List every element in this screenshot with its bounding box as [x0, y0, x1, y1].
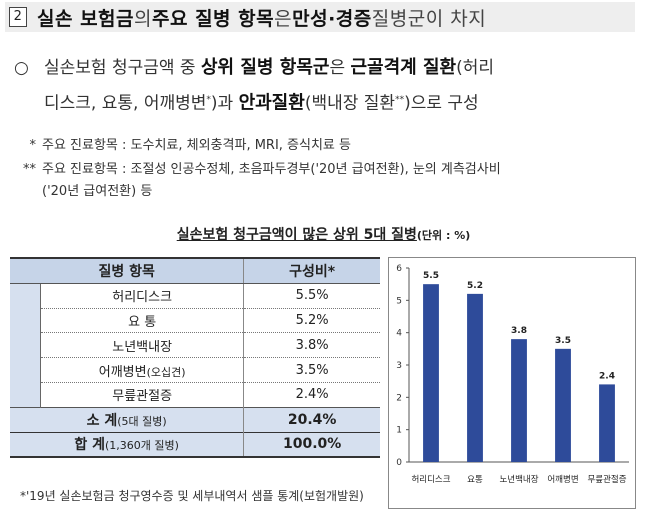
table-header-item: 질병 항목 [10, 256, 244, 284]
table-row: 노년백내장 3.8% [10, 332, 380, 359]
row-note: (오십견) [146, 365, 186, 379]
subtotal-label: 소 계 [86, 412, 118, 429]
chart-title-unit: (단위 : %) [416, 229, 471, 242]
row-name: 어깨병변 [98, 364, 147, 380]
table-subtotal-row: 소 계(5대 질병) 20.4% [10, 406, 380, 433]
para-text-5: (허리 [456, 58, 495, 78]
chart-title-main: 실손보험 청구금액이 많은 상위 5대 질병 [176, 227, 417, 243]
bar [423, 284, 439, 462]
section-heading: 2 실손 보험금 의 주요 질병 항목 은 만성·경증 질병군이 차지 [5, 2, 635, 32]
y-tick-label: 4 [396, 329, 402, 339]
y-tick-label: 2 [396, 393, 402, 403]
table-cell-value: 3.8% [243, 332, 380, 359]
category-label: 허리디스크 [411, 475, 450, 485]
table-cell-name: 요 통 [39, 308, 244, 334]
para-text-3: 은 [329, 58, 351, 78]
para-sup-2: ** [395, 95, 405, 105]
footnote-text: 주요 진료항목 : 조절성 인공수정체, 초음파두경부('20년 급여전환), … [42, 162, 501, 177]
table-header-row: 질병 항목 구성비* [10, 256, 380, 284]
para-text-1: 실손보험 청구금액 중 [44, 58, 201, 78]
heading-part-2: 의 [134, 7, 152, 30]
subtotal-label-cell: 소 계(5대 질병) [10, 406, 244, 433]
para-text-6: 디스크, 요통, 어깨병변 [44, 93, 207, 114]
y-tick-label: 1 [396, 426, 402, 436]
source-note: *'19년 실손보험금 청구영수증 및 세부내역서 샘플 통계(보험개발원) [20, 489, 364, 503]
table-cell-name: 허리디스크 [39, 283, 244, 309]
row-name: 요 통 [128, 314, 157, 330]
row-name: 무릎관절증 [112, 389, 173, 405]
total-note: (1,360개 질병) [105, 439, 179, 453]
table-cell-value: 5.5% [243, 283, 380, 309]
para-emph-musculo: 근골격계 질환 [350, 57, 457, 78]
table-cell-value: 2.4% [243, 382, 380, 408]
para-emph-eye: 안과질환 [238, 92, 305, 114]
para-sup-1: * [206, 95, 211, 105]
table-cell-name: 노년백내장 [39, 332, 244, 359]
section-number: 2 [9, 7, 27, 27]
table-header-share: 구성비* [243, 256, 380, 284]
category-label: 요통 [467, 475, 483, 485]
bar [511, 339, 527, 462]
table-total-row: 합 계(1,360개 질병) 100.0% [10, 431, 380, 459]
bar [467, 293, 483, 462]
subtotal-note: (5대 질병) [117, 414, 167, 428]
bar [555, 348, 571, 462]
table-row: 어깨병변(오십견) 3.5% [10, 357, 380, 383]
bar-chart-panel: 0 1 2 3 4 5 6 5.5 허리디스크 5.2 요통 3.8 노년백내장 3.5 어깨병변 2.4 무릎… [388, 257, 636, 509]
heading-part-4: 은 [274, 7, 293, 30]
row-name: 노년백내장 [112, 339, 173, 355]
disease-table: 질병 항목 구성비* 허리디스크 5.5% 요 통 5.2% 노년백내장 3.8… [10, 256, 380, 459]
data-label: 5.2 [467, 281, 483, 291]
table-indent-cell [10, 283, 41, 408]
para-text-7: )과 [210, 93, 239, 114]
footnote-text: ('20년 급여전환) 등 [42, 184, 153, 199]
y-tick-label: 0 [396, 458, 402, 468]
summary-paragraph: ○ 실손보험 청구금액 중 상위 질병 항목군은 근골격계 질환(허리 디스크, … [14, 52, 639, 120]
total-label-cell: 합 계(1,360개 질병) [10, 431, 244, 459]
row-name: 허리디스크 [112, 290, 173, 306]
table-cell-value: 3.5% [243, 357, 380, 383]
footnote-text: 주요 진료항목 : 도수치료, 체외충격파, MRI, 증식치료 등 [42, 138, 351, 153]
y-tick-label: 3 [396, 361, 402, 371]
data-label: 5.5 [423, 271, 439, 281]
data-label: 2.4 [599, 371, 615, 381]
table-cell-name: 무릎관절증 [39, 382, 244, 408]
table-row: 무릎관절증 2.4% [10, 382, 380, 408]
total-value: 100.0% [243, 431, 380, 459]
table-row: 요 통 5.2% [10, 308, 380, 334]
y-tick-label: 6 [396, 264, 402, 274]
total-label: 합 계 [74, 437, 105, 454]
footnote-2-cont: ('20년 급여전환) 등 [14, 180, 152, 199]
y-tick-label: 5 [396, 296, 402, 306]
table-cell-name: 어깨병변(오십견) [39, 357, 244, 383]
circle-bullet: ○ [14, 58, 29, 78]
footnote-1: * 주요 진료항목 : 도수치료, 체외충격파, MRI, 증식치료 등 [14, 134, 352, 153]
para-text-10: )으로 구성 [404, 93, 479, 114]
heading-part-6: 질병군이 차지 [371, 7, 487, 30]
footnote-2: ** 주요 진료항목 : 조절성 인공수정체, 초음파두경부('20년 급여전환)… [14, 158, 501, 177]
footnote-marker: ** [23, 162, 36, 177]
category-label: 어깨병변 [547, 474, 578, 485]
category-label: 노년백내장 [499, 474, 538, 485]
category-label: 무릎관절증 [587, 474, 626, 485]
data-label: 3.5 [555, 336, 571, 346]
heading-part-1: 실손 보험금 [37, 7, 135, 30]
table-row: 허리디스크 5.5% [10, 283, 380, 408]
bar-chart: 0 1 2 3 4 5 6 5.5 허리디스크 5.2 요통 3.8 노년백내장 3.5 어깨병변 2.4 무릎… [396, 264, 629, 485]
bar [599, 384, 615, 462]
heading-part-3: 주요 질병 항목 [152, 7, 275, 30]
para-text-9: (백내장 질환 [304, 93, 396, 114]
chart-title: 실손보험 청구금액이 많은 상위 5대 질병(단위 : %) [0, 224, 647, 244]
para-emph-top-group: 상위 질병 항목군 [200, 57, 330, 78]
table-cell-value: 5.2% [243, 308, 380, 334]
heading-part-5: 만성·경증 [292, 7, 372, 30]
subtotal-value: 20.4% [243, 406, 380, 433]
data-label: 3.8 [511, 326, 527, 336]
footnote-marker: * [29, 138, 37, 153]
